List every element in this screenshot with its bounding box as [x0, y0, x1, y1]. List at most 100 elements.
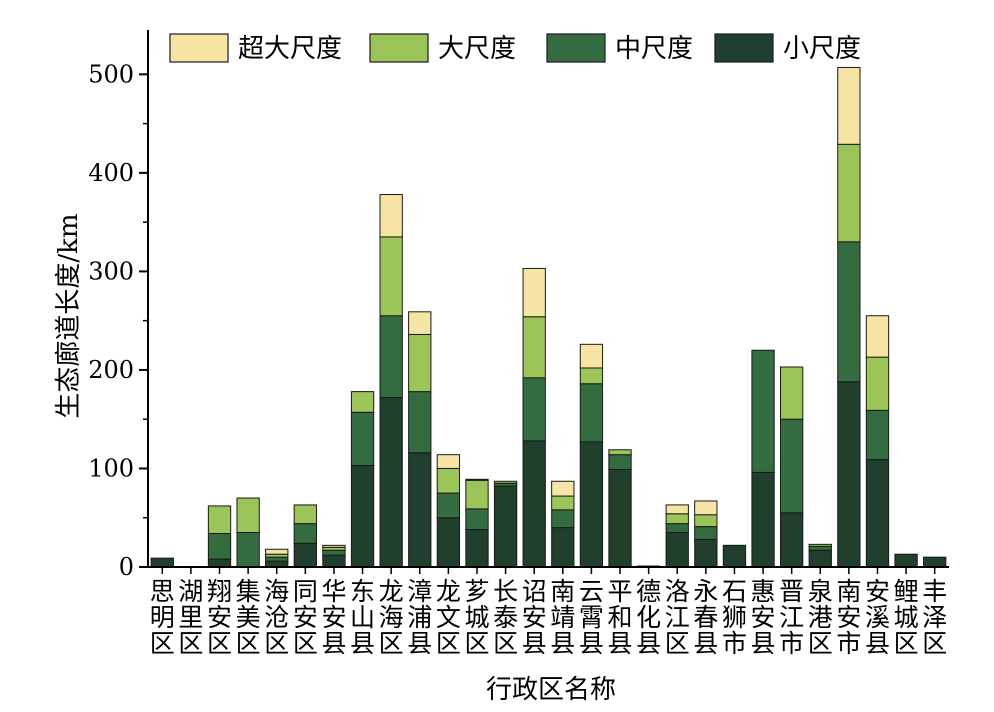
bar-segment-3-3 [207, 505, 232, 535]
x-tick-label-5: 海沧区 [264, 577, 289, 658]
bar-segment-4-16 [579, 343, 604, 369]
x-tick-label-10: 漳浦县 [407, 577, 432, 658]
bar-segment-2-3 [207, 533, 232, 560]
bar-segment-2-10 [408, 391, 432, 454]
legend-label-3: 中尺度 [615, 34, 693, 64]
legend-label-4: 小尺度 [783, 34, 861, 64]
x-tick-label-23: 晋江市 [779, 577, 804, 658]
bar-segment-3-12 [465, 479, 489, 510]
bar-segment-2-19 [665, 523, 689, 534]
bar-segment-4-25 [837, 66, 861, 145]
y-tick-label: 100 [88, 454, 134, 482]
bar-segment-4-7 [322, 544, 346, 548]
bar-segment-1-7 [322, 554, 346, 568]
bar-segment-3-6 [293, 504, 317, 525]
bar-segment-3-26 [865, 356, 890, 411]
x-tick-label-22: 惠安县 [751, 577, 776, 658]
bar-segment-4-11 [436, 454, 461, 469]
x-tick-label-3: 翔安区 [207, 577, 232, 658]
x-tick-label-1: 思明区 [150, 577, 175, 658]
bar-segment-1-21 [722, 544, 747, 568]
bar-segment-2-5 [265, 556, 289, 562]
bar-segment-3-25 [837, 143, 861, 243]
bar-segment-4-26 [865, 315, 890, 358]
bar-segment-1-14 [522, 440, 546, 568]
bar-segment-2-26 [865, 409, 890, 461]
bar-segment-2-9 [379, 315, 403, 399]
bar-segment-2-6 [293, 523, 317, 544]
y-tick-label: 400 [88, 159, 134, 187]
legend-swatch-3 [546, 33, 606, 63]
bar-segment-3-23 [780, 366, 804, 420]
x-tick-label-8: 东山县 [350, 577, 375, 658]
bar-segment-4-9 [379, 194, 403, 238]
x-tick-label-6: 同安区 [293, 577, 318, 658]
x-tick-label-28: 丰泽区 [922, 577, 947, 658]
bar-segment-2-8 [350, 411, 375, 467]
y-tick-labels: 0 100 200 300 400 500 [88, 60, 134, 581]
bar-segment-1-20 [694, 538, 718, 568]
x-tick-label-19: 洛江区 [665, 577, 690, 658]
bar-segment-3-17 [608, 449, 632, 456]
y-tick-label: 300 [88, 257, 134, 285]
x-tick-label-11: 龙文区 [436, 577, 461, 658]
bar-segment-1-13 [493, 485, 518, 568]
x-tick-label-17: 平和县 [608, 577, 633, 658]
bar-segment-3-14 [522, 316, 546, 379]
bar-segment-1-25 [837, 381, 861, 568]
bar-segment-2-11 [436, 492, 461, 519]
bar-segment-2-7 [322, 549, 346, 556]
legend-swatch-2 [369, 33, 429, 63]
y-axis-title: 生态廊道长度/km [54, 213, 84, 418]
x-tick-label-20: 永春县 [693, 577, 718, 658]
bar-segment-2-15 [551, 509, 575, 529]
x-tick-label-15: 南靖县 [550, 577, 575, 658]
bar-segment-1-10 [408, 452, 432, 568]
x-tick-label-13: 长泰区 [493, 577, 518, 658]
bar-segment-1-23 [780, 512, 804, 568]
bar-segment-2-20 [694, 526, 718, 540]
x-tick-label-7: 华安县 [321, 577, 346, 658]
bar-segment-1-1 [150, 557, 174, 568]
legend-swatch-1 [169, 33, 229, 63]
bar-segment-1-3 [207, 558, 232, 568]
bars [150, 66, 947, 568]
bar-segment-2-25 [837, 241, 861, 383]
legend: 超大尺度 大尺度 中尺度 小尺度 [169, 33, 861, 64]
x-axis-title: 行政区名称 [486, 675, 616, 705]
x-tick-label-12: 芗城区 [464, 577, 489, 658]
bar-segment-1-15 [551, 527, 575, 568]
x-tick-label-18: 德化县 [636, 577, 661, 658]
bar-segment-2-24 [808, 545, 832, 551]
bar-segment-3-15 [551, 495, 575, 511]
bar-segment-2-23 [780, 418, 804, 514]
x-tick-label-27: 鲤城区 [894, 577, 919, 658]
bar-segment-4-12 [465, 478, 489, 481]
x-tick-label-26: 安溪县 [865, 577, 890, 658]
x-tick-label-24: 泉港区 [808, 577, 833, 658]
bar-segment-3-4 [236, 497, 260, 534]
bar-segment-1-16 [579, 441, 604, 568]
x-tick-label-21: 石狮市 [722, 577, 747, 658]
legend-label-2: 大尺度 [438, 34, 516, 64]
bar-segment-2-17 [608, 454, 632, 470]
bar-segment-3-10 [408, 333, 432, 393]
bar-segment-4-19 [665, 504, 689, 515]
bar-segment-1-9 [379, 397, 403, 568]
bar-segment-4-15 [551, 480, 575, 497]
bar-segment-3-20 [694, 514, 718, 528]
x-tick-label-2: 湖里区 [178, 577, 203, 658]
legend-label-1: 超大尺度 [238, 34, 342, 64]
bar-segment-3-8 [350, 391, 375, 413]
x-tick-label-14: 诏安县 [522, 577, 547, 658]
y-tick-label: 500 [88, 60, 134, 88]
bar-segment-1-19 [665, 532, 689, 568]
bar-segment-1-12 [465, 529, 489, 568]
bar-segment-3-16 [579, 367, 604, 385]
x-tick-label-25: 南安市 [836, 577, 861, 658]
x-tick-label-4: 集美区 [236, 577, 261, 658]
bar-segment-1-24 [808, 549, 832, 568]
bar-segment-1-27 [894, 553, 918, 568]
bar-segment-4-5 [265, 548, 289, 555]
bar-segment-1-8 [350, 465, 375, 568]
